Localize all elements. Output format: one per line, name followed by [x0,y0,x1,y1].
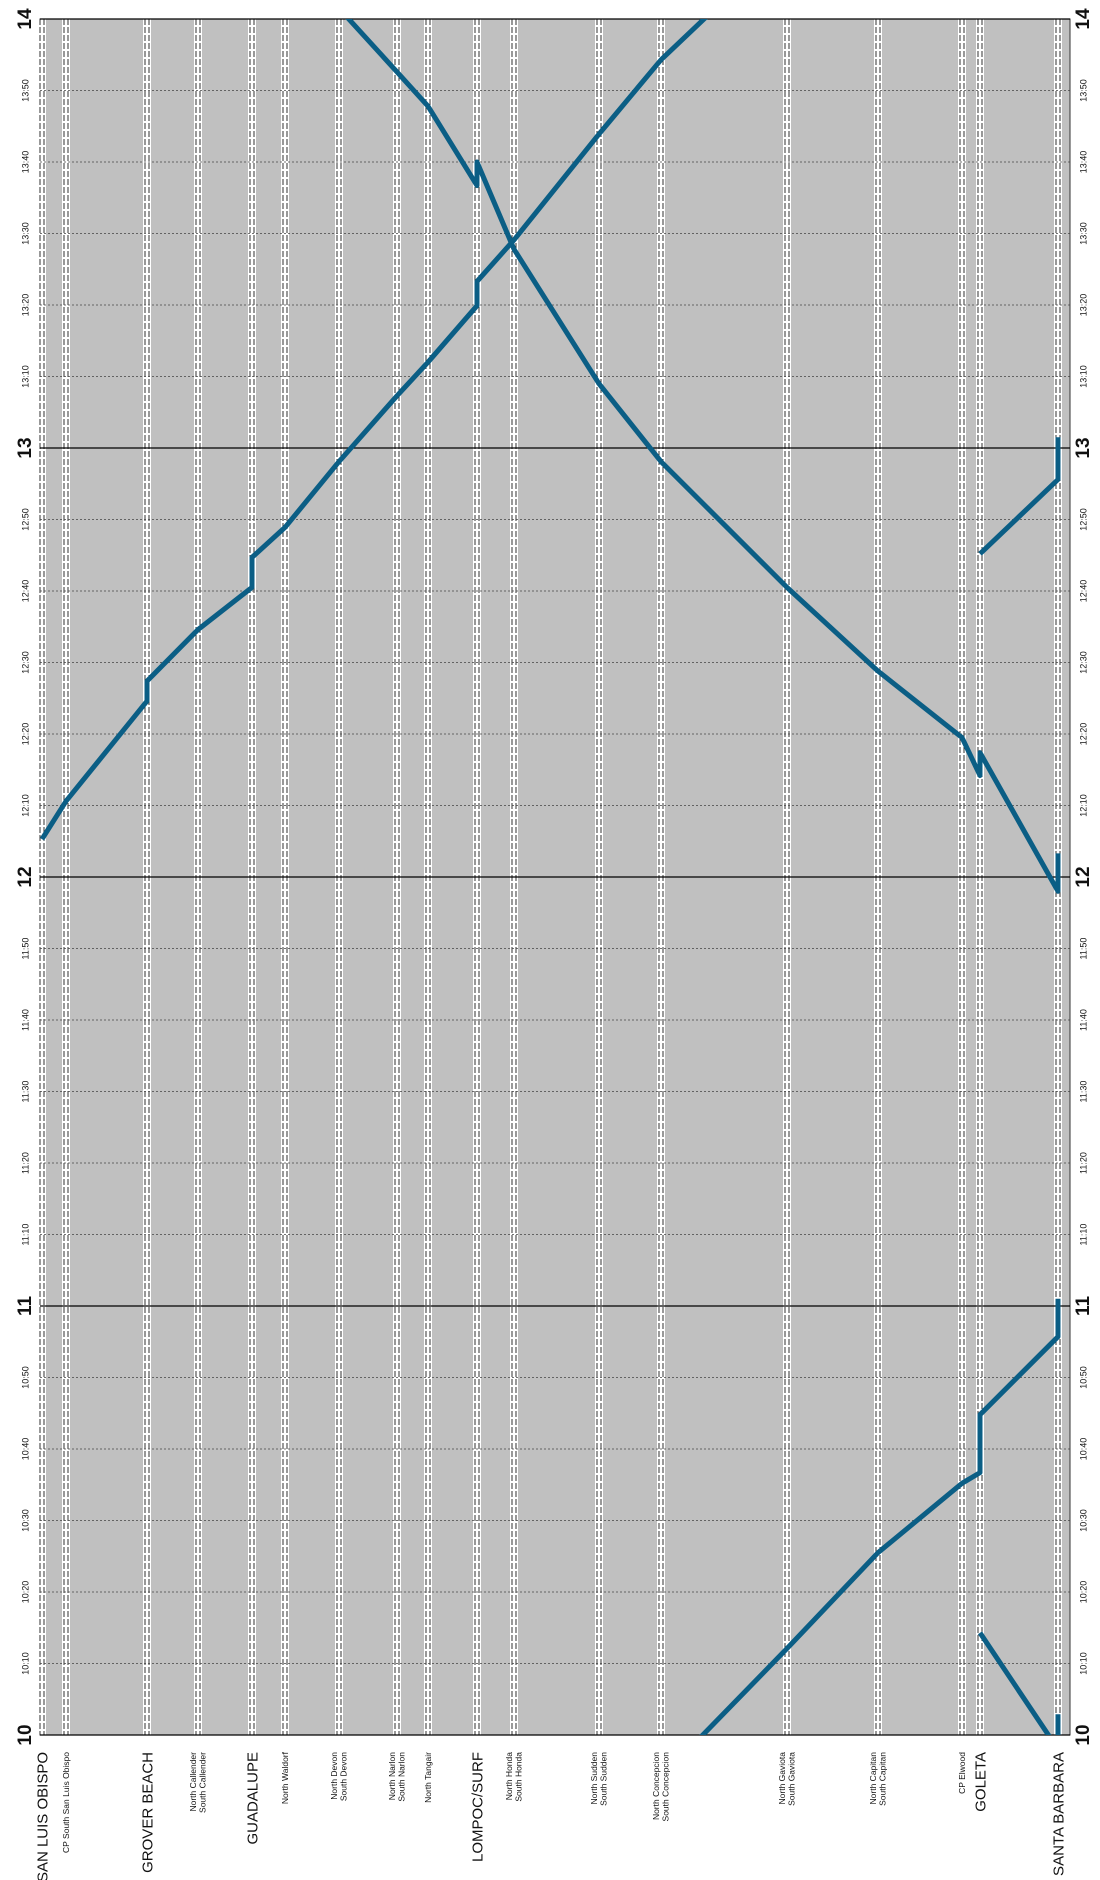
time-label: 13:20 [20,294,30,317]
train-path [977,1631,1061,1735]
time-label: 11:30 [1078,1081,1088,1103]
time-label: 10:10 [20,1652,30,1675]
station-label: GUADALUPE [244,1752,261,1845]
time-label: 10:30 [1078,1509,1088,1532]
time-label: 10:20 [1078,1581,1088,1604]
station-label: North Sudden [589,1752,599,1805]
time-label: 12:10 [20,794,30,817]
station-label: SAN LUIS OBISPO [34,1752,51,1880]
time-label: 10:40 [1078,1438,1088,1461]
time-label: 13:40 [1078,151,1088,174]
train-path [699,1298,1061,1735]
station-label: South Callender [198,1752,208,1813]
station-label: North Honda [504,1752,514,1800]
time-label: 12 [15,866,36,887]
time-label: 11:40 [20,1009,30,1031]
time-label: 11:50 [20,938,30,960]
time-label: 12:30 [1078,651,1088,674]
time-label: 11:20 [1078,1152,1088,1174]
time-label: 10 [15,1724,36,1745]
station-label: CP Elwood [957,1752,967,1794]
station-label: North Waldorf [280,1751,290,1804]
trains [40,19,1061,1735]
time-label: 13:20 [1078,294,1088,317]
station-label: SANTA BARBARA [1050,1752,1067,1876]
station-label: South Sudden [599,1752,609,1806]
time-label: 12:50 [20,508,30,531]
time-label: 10:40 [20,1438,30,1461]
time-label: 12:40 [20,580,30,603]
time-label: 12:30 [20,651,30,674]
time-label: 12:20 [1078,723,1088,746]
time-label: 10:50 [20,1366,30,1389]
station-label: North Gaviota [777,1752,787,1805]
time-label: 11:50 [1078,938,1088,960]
station-label: South Devon [339,1752,349,1801]
time-label: 12:40 [1078,580,1088,603]
time-label: 13:10 [20,365,30,388]
station-label: South Honda [514,1752,524,1802]
time-label: 13:50 [1078,79,1088,102]
time-label: 11:30 [20,1081,30,1103]
time-label: 11 [15,1296,36,1317]
time-label: 11:10 [20,1224,30,1246]
station-label: North Tangair [423,1752,433,1803]
station-label: North Devon [329,1752,339,1800]
time-label: 13:50 [20,79,30,102]
time-label: 13 [15,437,36,458]
station-label: CP South San Luis Obispo [61,1752,71,1853]
time-label: 14 [15,8,36,30]
station-label: North Narlon [387,1752,397,1800]
time-label: 10:10 [1078,1652,1088,1675]
station-label: South Concepcion [661,1752,671,1822]
time-label: 10:30 [20,1509,30,1532]
station-label: South Capitan [878,1752,888,1806]
station-label: GROVER BEACH [139,1752,156,1873]
time-label: 10 [1073,1724,1094,1745]
time-label: 11:20 [20,1152,30,1174]
time-label: 11:40 [1078,1009,1088,1031]
train-path [40,19,708,841]
time-label: 10:20 [20,1581,30,1604]
station-label: North Concepcion [651,1752,661,1820]
station-label: GOLETA [972,1752,989,1812]
time-label: 13:30 [20,222,30,245]
time-label: 13:10 [1078,365,1088,388]
station-label: LOMPOC/SURF [469,1752,486,1862]
time-label: 13 [1073,437,1094,458]
time-label: 14 [1073,8,1094,30]
time-label: 12 [1073,866,1094,887]
train-path [345,19,1061,894]
grid [40,18,1070,1736]
time-label: 13:30 [1078,222,1088,245]
time-label: 12:50 [1078,508,1088,531]
time-label: 10:50 [1078,1366,1088,1389]
time-label: 13:40 [20,151,30,174]
time-label: 12:10 [1078,794,1088,817]
train-path [978,437,1061,556]
labels: SAN LUIS OBISPO CP South San Luis Obispo G… [15,8,1094,1880]
time-label: 12:20 [20,723,30,746]
station-label: South Narlon [397,1752,407,1802]
station-label: North Callender [188,1752,198,1812]
time-label: 11:10 [1078,1224,1088,1246]
time-label: 11 [1073,1296,1094,1317]
station-label: South Gaviota [787,1752,797,1806]
station-label: North Capitan [868,1752,878,1805]
